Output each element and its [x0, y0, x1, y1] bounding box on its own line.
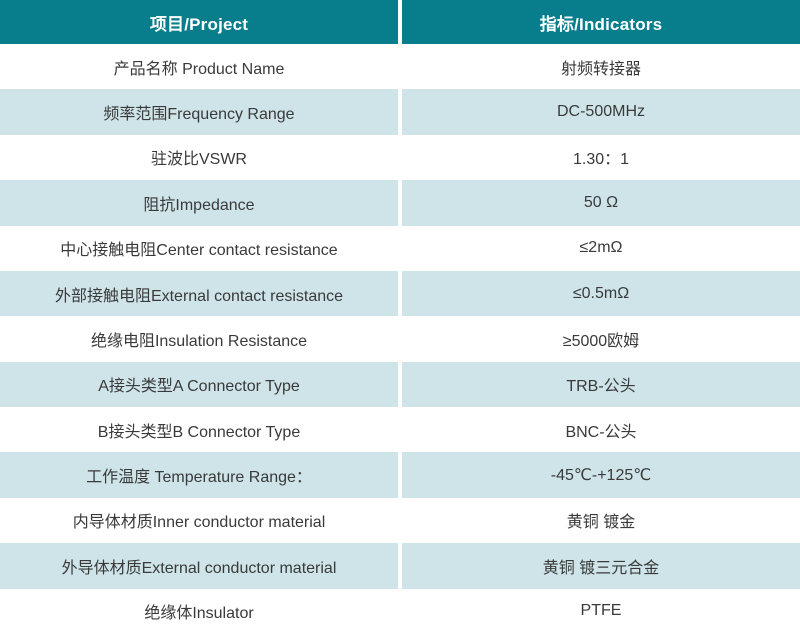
project-cell: 阻抗Impedance: [0, 180, 398, 226]
project-cell: 工作温度 Temperature Range：: [0, 452, 398, 498]
indicator-cell: 射频转接器: [402, 44, 800, 90]
indicator-cell: DC-500MHz: [402, 89, 800, 135]
project-cell: 绝缘电阻Insulation Resistance: [0, 316, 398, 362]
table-row: 外部接触电阻External contact resistance ≤0.5mΩ: [0, 270, 800, 317]
project-cell: 内导体材质Inner conductor material: [0, 497, 398, 544]
indicator-cell: PTFE: [402, 588, 800, 634]
table-row: 频率范围Frequency Range DC-500MHz: [0, 89, 800, 135]
header-cell-project: 项目/Project: [0, 0, 398, 44]
table-row: 内导体材质Inner conductor material 黄铜 镀金: [0, 497, 800, 544]
table-header-row: 项目/Project 指标/Indicators: [0, 0, 800, 44]
table-row: 阻抗Impedance 50 Ω: [0, 180, 800, 226]
project-cell: 外部接触电阻External contact resistance: [0, 270, 398, 317]
indicator-cell: BNC-公头: [402, 407, 800, 453]
table-row: B接头类型B Connector Type BNC-公头: [0, 407, 800, 453]
project-cell: 频率范围Frequency Range: [0, 89, 398, 135]
indicator-cell: 1.30：1: [402, 134, 800, 181]
indicator-cell: -45℃-+125℃: [402, 452, 800, 498]
indicator-cell: ≤0.5mΩ: [402, 270, 800, 317]
project-cell: 中心接触电阻Center contact resistance: [0, 225, 398, 271]
indicator-cell: 黄铜 镀三元合金: [402, 543, 800, 589]
project-cell: 产品名称 Product Name: [0, 44, 398, 90]
indicator-cell: 黄铜 镀金: [402, 497, 800, 544]
project-cell: 外导体材质External conductor material: [0, 543, 398, 589]
table-row: 外导体材质External conductor material 黄铜 镀三元合金: [0, 543, 800, 589]
table-row: 绝缘体Insulator PTFE: [0, 588, 800, 634]
table-row: A接头类型A Connector Type TRB-公头: [0, 361, 800, 407]
indicator-cell: 50 Ω: [402, 180, 800, 226]
table-row: 工作温度 Temperature Range： -45℃-+125℃: [0, 452, 800, 498]
header-cell-indicators: 指标/Indicators: [402, 0, 800, 44]
table-body: 产品名称 Product Name 射频转接器 频率范围Frequency Rang…: [0, 44, 800, 634]
table-row: 驻波比VSWR 1.30：1: [0, 134, 800, 181]
table-row: 中心接触电阻Center contact resistance ≤2mΩ: [0, 225, 800, 271]
project-cell: A接头类型A Connector Type: [0, 361, 398, 407]
table-row: 产品名称 Product Name 射频转接器: [0, 44, 800, 90]
project-cell: 绝缘体Insulator: [0, 588, 398, 634]
indicator-cell: TRB-公头: [402, 361, 800, 407]
indicator-cell: ≥5000欧姆: [402, 316, 800, 362]
project-cell: B接头类型B Connector Type: [0, 407, 398, 453]
indicator-cell: ≤2mΩ: [402, 225, 800, 271]
table-row: 绝缘电阻Insulation Resistance ≥5000欧姆: [0, 316, 800, 362]
project-cell: 驻波比VSWR: [0, 134, 398, 181]
